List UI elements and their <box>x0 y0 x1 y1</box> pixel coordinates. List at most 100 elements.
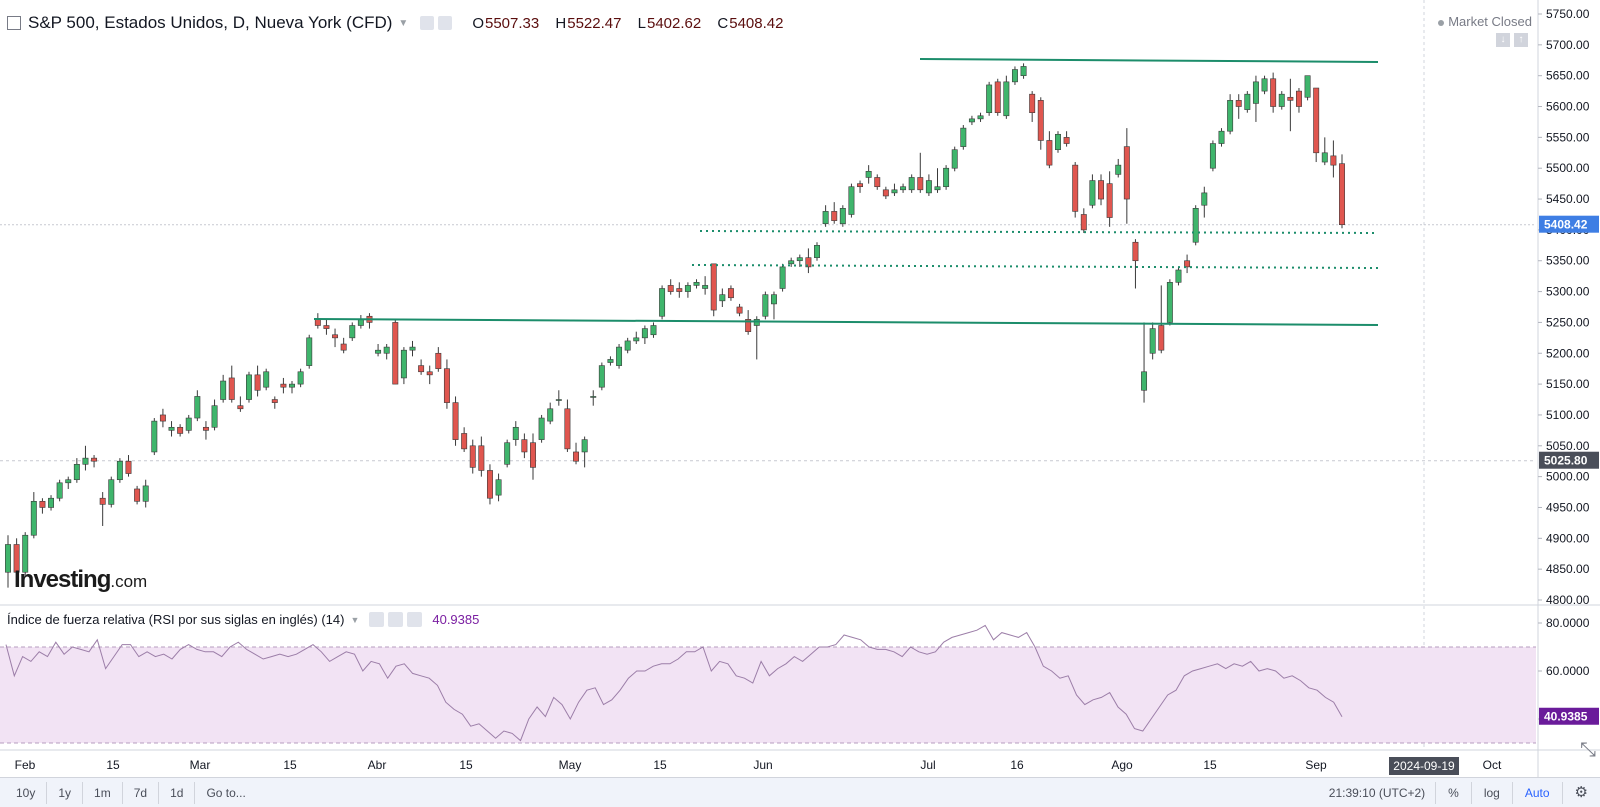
last-price-badge-text: 5408.42 <box>1544 218 1588 232</box>
candle <box>142 479 149 508</box>
candle <box>306 334 313 369</box>
candle <box>159 408 166 428</box>
candle <box>495 473 502 502</box>
candle <box>891 183 898 196</box>
candle <box>538 414 545 443</box>
candle-body <box>1218 130 1225 144</box>
candle <box>917 152 924 193</box>
candle <box>1149 322 1156 360</box>
range-10y-button[interactable]: 10y <box>0 781 48 804</box>
price-tick-label: 5050.00 <box>1546 439 1590 453</box>
candle-body <box>1184 260 1191 268</box>
rsi-close-icon[interactable] <box>407 612 423 627</box>
chevron-down-icon[interactable]: ▼ <box>398 17 409 29</box>
candle <box>13 538 20 582</box>
high-label: H <box>555 14 567 32</box>
candle-body <box>667 285 674 292</box>
candle-body <box>486 470 493 499</box>
candle <box>1295 88 1302 113</box>
candle <box>1192 205 1199 246</box>
rsi-chevron-down-icon[interactable]: ▼ <box>350 614 360 625</box>
candle <box>986 81 993 116</box>
candle <box>1244 91 1251 113</box>
log-toggle[interactable]: log <box>1470 781 1512 804</box>
range-1y-button[interactable]: 1y <box>47 781 84 804</box>
arrow-up-icon[interactable]: ↑ <box>1514 33 1528 47</box>
candle-body <box>469 445 476 468</box>
candle <box>426 365 433 385</box>
candle-body <box>48 497 55 508</box>
time-tick-label: Ago <box>1111 758 1133 772</box>
percent-toggle[interactable]: % <box>1435 781 1471 804</box>
candle <box>934 168 941 193</box>
candle <box>1046 131 1053 169</box>
candle-body <box>13 544 20 573</box>
candle-body <box>297 371 304 385</box>
rsi-settings-icon[interactable] <box>388 612 404 627</box>
auto-toggle[interactable]: Auto <box>1511 781 1562 804</box>
candle <box>968 115 975 126</box>
rsi-title[interactable]: Índice de fuerza relativa (RSI por sus s… <box>7 612 345 627</box>
visibility-icon[interactable] <box>420 16 435 30</box>
candle <box>960 125 967 150</box>
candle <box>822 205 829 227</box>
candle <box>667 279 674 295</box>
candle-body <box>521 439 528 453</box>
range-1m-button[interactable]: 1m <box>83 781 123 804</box>
candle-body <box>409 346 416 351</box>
range-1d-button[interactable]: 1d <box>159 781 196 804</box>
time-tick-label: 15 <box>106 758 120 772</box>
collapse-icon[interactable] <box>7 16 21 30</box>
candle <box>237 396 244 412</box>
logo-suffix: .com <box>110 572 148 591</box>
low-label: L <box>637 14 646 32</box>
candle-body <box>736 306 743 314</box>
crosshair-date-badge: 2024-09-19 <box>1389 757 1459 775</box>
candle-body <box>263 371 270 388</box>
candle <box>530 433 536 480</box>
candle-body <box>1192 208 1199 243</box>
candle-body <box>177 426 184 434</box>
range-7d-button[interactable]: 7d <box>123 781 160 804</box>
settings-gear-icon[interactable]: ⚙ <box>1561 781 1600 804</box>
arrow-down-icon[interactable]: ↓ <box>1496 33 1510 47</box>
candle-body <box>1235 100 1242 107</box>
toolbar-right: 21:39:10 (UTC+2) % log Auto ⚙ <box>1319 778 1600 807</box>
rsi-visibility-icon[interactable] <box>369 612 385 627</box>
candle-body <box>306 337 313 366</box>
candle-body <box>271 399 278 403</box>
time-tick-label: 15 <box>283 758 297 772</box>
candle-body <box>185 417 192 431</box>
candle <box>228 365 235 403</box>
candle <box>392 319 399 385</box>
candle-body <box>1201 192 1208 206</box>
candle-body <box>900 186 907 191</box>
candle-body <box>1098 180 1104 200</box>
candle <box>719 288 726 307</box>
candle-body <box>874 177 881 188</box>
candle <box>1020 63 1027 79</box>
candle <box>151 418 158 456</box>
goto-button[interactable]: Go to... <box>206 785 246 800</box>
candle-body <box>1037 100 1044 141</box>
candle <box>710 263 717 317</box>
symbol-title[interactable]: S&P 500, Estados Unidos, D, Nueva York (… <box>28 13 393 32</box>
candle-body <box>1330 155 1337 166</box>
candle <box>1098 174 1104 206</box>
settings-icon[interactable] <box>438 16 453 30</box>
candle <box>848 183 855 218</box>
price-tick-label: 5500.00 <box>1546 161 1590 175</box>
candle-body <box>831 211 838 221</box>
candle-body <box>1261 78 1268 92</box>
scroll-arrows: ↓ ↑ <box>1496 33 1528 47</box>
candle-body <box>194 396 201 419</box>
candle-body <box>702 285 709 289</box>
candle <box>771 291 777 320</box>
candle <box>547 402 554 425</box>
candle-body <box>512 426 519 440</box>
candle <box>202 421 209 440</box>
candle <box>1278 91 1285 110</box>
candle-body <box>710 263 717 311</box>
candle <box>1029 91 1036 122</box>
